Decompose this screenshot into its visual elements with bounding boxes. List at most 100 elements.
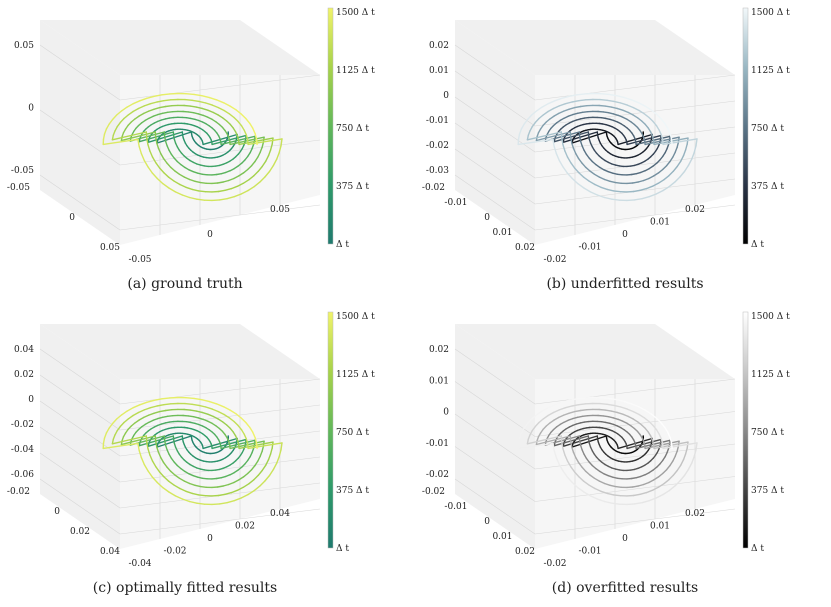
trajectory-segment xyxy=(563,419,570,423)
trajectory-segment xyxy=(670,442,673,450)
trajectory-segment xyxy=(217,418,224,423)
trajectory-segment xyxy=(250,464,256,471)
trajectory-segment xyxy=(517,437,521,444)
trajectory-segment xyxy=(632,114,639,119)
trajectory-segment xyxy=(280,442,283,451)
x-tick-label: 0 xyxy=(622,230,628,240)
trajectory-segment xyxy=(653,441,689,450)
trajectory-segment xyxy=(195,106,203,110)
trajectory-segment xyxy=(562,448,566,456)
trajectory-segment xyxy=(651,135,655,141)
trajectory-segment xyxy=(132,411,140,417)
trajectory-segment xyxy=(581,414,589,418)
trajectory-segment xyxy=(542,414,549,420)
trajectory-segment xyxy=(520,427,525,434)
trajectory-segment xyxy=(583,116,590,119)
grid-line xyxy=(454,174,536,231)
trajectory-segment xyxy=(163,135,167,143)
trajectory-segment xyxy=(155,465,161,473)
trajectory-segment xyxy=(599,98,608,102)
trajectory-segment xyxy=(652,424,658,431)
trajectory-segment xyxy=(102,437,106,444)
grid-line xyxy=(534,100,736,127)
trajectory-segment xyxy=(154,435,157,443)
trajectory-segment xyxy=(523,118,529,125)
trajectory-segment xyxy=(622,420,628,425)
trajectory-segment xyxy=(669,436,673,444)
trajectory-segment xyxy=(264,474,271,482)
trajectory-segment xyxy=(578,135,582,143)
trajectory-segment xyxy=(272,462,278,471)
trajectory-segment xyxy=(663,122,669,130)
grid-line xyxy=(454,148,536,205)
z-tick-label: -0.06 xyxy=(11,470,34,480)
trajectory-segment xyxy=(181,194,191,199)
trajectory-segment xyxy=(251,447,255,454)
trajectory-segment xyxy=(229,123,235,129)
trajectory-segment xyxy=(662,138,698,146)
trajectory-segment xyxy=(223,413,231,419)
trajectory-segment xyxy=(530,414,538,420)
trajectory-segment xyxy=(538,418,545,424)
trajectory-segment xyxy=(555,152,561,162)
trajectory-segment xyxy=(571,403,580,407)
trajectory xyxy=(517,396,698,506)
trajectory-segment xyxy=(240,463,246,468)
trajectory-segment xyxy=(644,167,651,172)
trajectory-segment xyxy=(227,481,235,486)
trajectory-segment xyxy=(620,102,629,106)
trajectory-segment xyxy=(652,443,655,450)
trajectory-segment xyxy=(254,436,258,444)
trajectory-segment xyxy=(120,131,157,142)
trajectory-segment xyxy=(585,457,590,463)
trajectory-segment xyxy=(574,409,582,413)
trajectory-segment xyxy=(649,435,654,441)
panel-b: 0.02 0.01 0 -0.01 -0.02 -0.03 -0.02 -0.01 0 0.01 0… xyxy=(415,0,831,300)
trajectory-segment xyxy=(627,111,634,116)
trajectory-segment xyxy=(659,459,664,465)
trajectory-segment xyxy=(218,197,228,201)
trajectory-segment xyxy=(562,166,569,174)
trajectory-segment xyxy=(569,131,572,139)
trajectory-segment xyxy=(166,449,170,455)
trajectory-segment xyxy=(655,493,664,499)
colorbar xyxy=(327,7,334,245)
trajectory-segment xyxy=(676,141,680,149)
trajectory-segment xyxy=(236,439,240,445)
trajectory-segment xyxy=(614,181,623,185)
trajectory-segment xyxy=(138,112,145,117)
trajectory-segment xyxy=(137,105,146,110)
trajectory-segment xyxy=(648,193,657,198)
trajectory-segment xyxy=(151,172,159,180)
trajectory-segment xyxy=(196,198,206,201)
trajectory-segment xyxy=(164,104,173,108)
trajectory-segment xyxy=(669,460,674,467)
trajectory-segment xyxy=(579,140,583,147)
x-tick-label: -0.01 xyxy=(578,547,601,557)
colorbar xyxy=(742,311,749,549)
trajectory-segment xyxy=(189,409,198,412)
caption-b: (b) underfitted results xyxy=(546,276,704,292)
trajectory-segment xyxy=(218,427,224,433)
trajectory-segment xyxy=(661,442,664,450)
trajectory-segment xyxy=(600,396,610,400)
trajectory-segment xyxy=(680,154,685,163)
trajectory-segment xyxy=(547,404,556,409)
trajectory-segment xyxy=(644,105,652,111)
trajectory-segment xyxy=(221,421,228,426)
trajectory-segment xyxy=(156,446,160,454)
trajectory-segment xyxy=(691,455,695,464)
trajectory-segment xyxy=(151,156,157,164)
trajectory-segment xyxy=(153,410,161,414)
trajectory-segment xyxy=(589,495,599,500)
trajectory-segment xyxy=(652,139,655,146)
trajectory-segment xyxy=(201,411,209,415)
trajectory-segment xyxy=(558,414,565,419)
trajectory-segment xyxy=(649,131,654,137)
colorbar xyxy=(742,7,749,245)
trajectory-segment xyxy=(658,129,663,136)
trajectory-segment xyxy=(246,442,249,450)
trajectory-segment xyxy=(572,112,579,116)
trajectory-segment xyxy=(176,464,182,470)
trajectory-segment xyxy=(611,198,621,201)
